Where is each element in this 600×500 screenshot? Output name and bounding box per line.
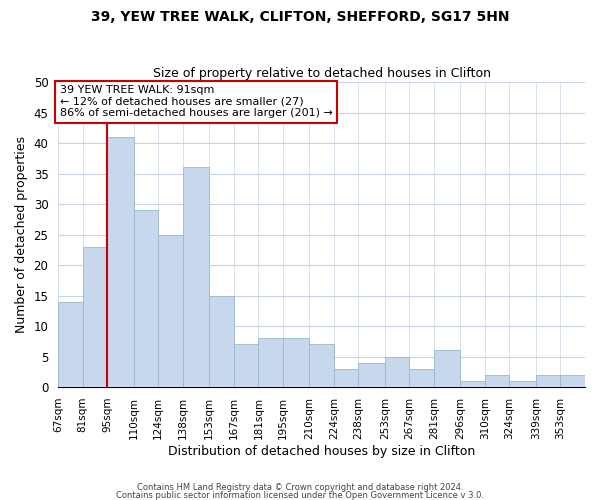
Bar bbox=[434, 350, 460, 387]
Title: Size of property relative to detached houses in Clifton: Size of property relative to detached ho… bbox=[152, 66, 491, 80]
Bar bbox=[83, 247, 107, 387]
Text: 39 YEW TREE WALK: 91sqm
← 12% of detached houses are smaller (27)
86% of semi-de: 39 YEW TREE WALK: 91sqm ← 12% of detache… bbox=[60, 85, 333, 118]
Bar bbox=[460, 381, 485, 387]
Bar bbox=[385, 356, 409, 387]
Bar bbox=[358, 362, 385, 387]
Bar bbox=[409, 369, 434, 387]
Bar bbox=[560, 375, 585, 387]
Bar bbox=[485, 375, 509, 387]
X-axis label: Distribution of detached houses by size in Clifton: Distribution of detached houses by size … bbox=[168, 444, 475, 458]
Text: Contains public sector information licensed under the Open Government Licence v : Contains public sector information licen… bbox=[116, 490, 484, 500]
Bar bbox=[509, 381, 536, 387]
Bar bbox=[334, 369, 358, 387]
Bar bbox=[107, 137, 134, 387]
Bar bbox=[58, 302, 83, 387]
Bar bbox=[536, 375, 560, 387]
Bar bbox=[183, 168, 209, 387]
Text: 39, YEW TREE WALK, CLIFTON, SHEFFORD, SG17 5HN: 39, YEW TREE WALK, CLIFTON, SHEFFORD, SG… bbox=[91, 10, 509, 24]
Y-axis label: Number of detached properties: Number of detached properties bbox=[15, 136, 28, 333]
Text: Contains HM Land Registry data © Crown copyright and database right 2024.: Contains HM Land Registry data © Crown c… bbox=[137, 484, 463, 492]
Bar bbox=[209, 296, 234, 387]
Bar bbox=[283, 338, 309, 387]
Bar bbox=[158, 234, 183, 387]
Bar bbox=[234, 344, 259, 387]
Bar bbox=[309, 344, 334, 387]
Bar bbox=[134, 210, 158, 387]
Bar bbox=[259, 338, 283, 387]
